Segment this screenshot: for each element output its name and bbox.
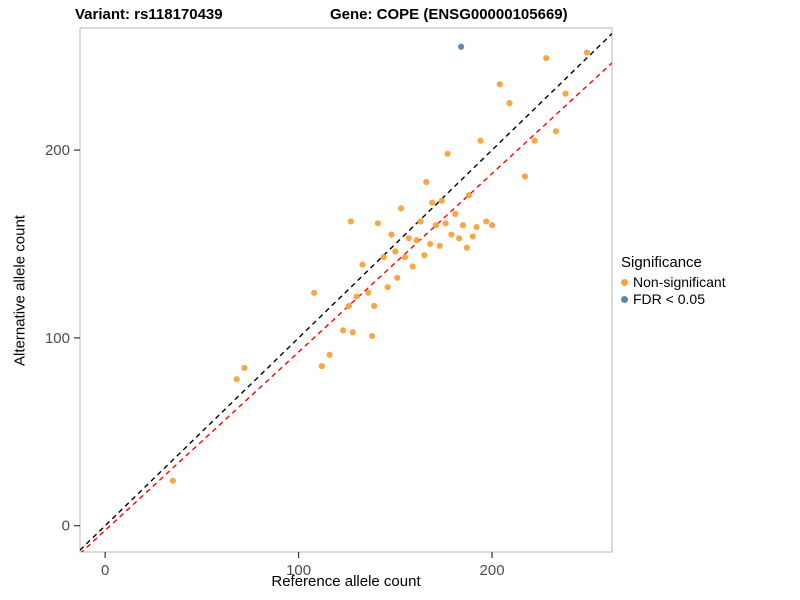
data-point — [392, 248, 399, 255]
data-point — [347, 218, 354, 225]
data-point — [370, 302, 378, 310]
x-tick-label: 100 — [286, 562, 311, 579]
data-point — [432, 222, 440, 229]
data-point — [463, 244, 471, 251]
y-tick-label: 0 — [62, 518, 70, 535]
data-point — [374, 220, 382, 227]
legend-title: Significance — [621, 254, 702, 271]
data-point — [417, 218, 424, 225]
data-point — [427, 240, 434, 248]
x-tick-label: 200 — [480, 562, 505, 579]
data-point — [394, 274, 401, 281]
data-point — [405, 235, 412, 242]
data-point — [388, 231, 395, 238]
data-point — [483, 218, 490, 225]
data-point — [543, 54, 550, 62]
data-point — [326, 351, 333, 358]
non-significant-dot-icon — [621, 279, 628, 286]
data-point — [506, 100, 513, 107]
data-point — [552, 128, 559, 135]
data-point — [398, 205, 405, 212]
data-point — [459, 222, 467, 229]
data-point — [345, 302, 353, 310]
data-point — [458, 43, 465, 50]
legend-item-label: Non-significant — [633, 274, 726, 290]
data-point — [241, 364, 248, 372]
y-tick-label: 200 — [45, 142, 70, 159]
legend-item-fdr: FDR < 0.05 — [621, 291, 726, 308]
data-point — [442, 220, 449, 227]
variant-title: Variant: rs118170439 — [75, 6, 223, 23]
data-point — [521, 173, 529, 180]
data-point — [310, 289, 318, 296]
data-point — [359, 261, 366, 268]
data-point — [353, 293, 360, 300]
x-axis-label: Reference allele count — [271, 573, 421, 590]
data-point — [562, 90, 569, 97]
plot-panel — [79, 27, 613, 553]
data-point — [384, 284, 391, 291]
identity-line — [80, 33, 612, 551]
data-point — [583, 49, 590, 56]
legend-item-non-significant: Non-significant — [621, 274, 726, 291]
fdr-dot-icon — [621, 296, 628, 303]
data-point — [339, 327, 347, 334]
data-point — [428, 199, 436, 206]
x-tick-label: 0 — [101, 562, 109, 579]
data-point — [349, 329, 356, 336]
data-point — [380, 254, 387, 261]
data-point — [233, 376, 240, 383]
data-point — [444, 150, 451, 157]
data-point — [448, 231, 455, 238]
data-point — [452, 210, 459, 218]
data-point — [369, 332, 376, 340]
data-point — [477, 137, 484, 144]
data-point — [488, 222, 496, 229]
data-point — [438, 197, 445, 204]
data-point — [531, 137, 538, 144]
data-point — [465, 192, 472, 199]
data-point — [469, 233, 476, 240]
data-point — [409, 263, 416, 270]
data-point — [318, 362, 325, 370]
data-point — [473, 223, 480, 231]
y-tick-label: 100 — [45, 330, 70, 347]
data-point — [456, 235, 463, 242]
data-point — [401, 254, 409, 261]
data-point — [413, 237, 420, 244]
y-axis-label: Alternative allele count — [11, 215, 29, 366]
fit-line — [80, 62, 612, 552]
legend: Significance Non-significant FDR < 0.05 — [621, 254, 726, 308]
legend-item-label: FDR < 0.05 — [633, 291, 705, 307]
gene-title: Gene: COPE (ENSG00000105669) — [330, 6, 568, 23]
data-point — [436, 242, 443, 249]
data-point — [423, 178, 430, 186]
data-point — [496, 81, 503, 88]
data-point — [421, 252, 428, 259]
data-point — [365, 289, 372, 296]
data-point — [169, 477, 176, 484]
